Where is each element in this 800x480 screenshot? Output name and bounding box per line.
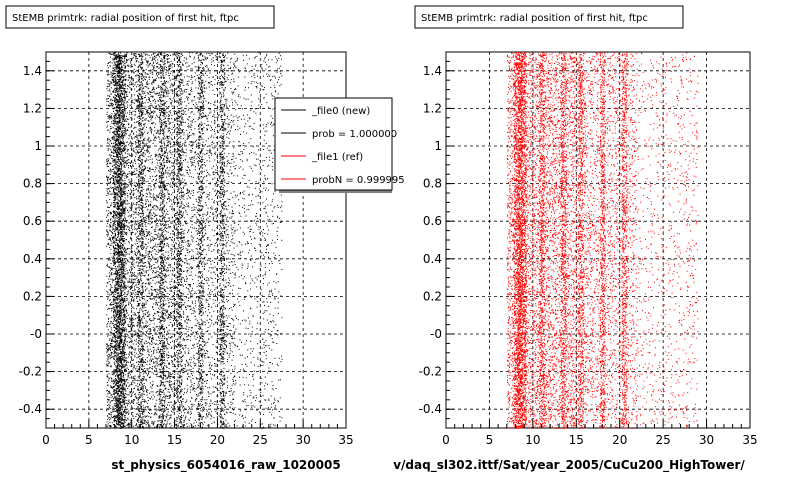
x-axis-label: v/daq_sl302.ittf/Sat/year_2005/CuCu200_H…	[393, 458, 745, 473]
chart-title: StEMB primtrk: radial position of first …	[421, 13, 648, 24]
x-tick-label: 25	[253, 433, 268, 447]
chart-title: StEMB primtrk: radial position of first …	[12, 13, 239, 24]
y-tick-label: 1.4	[23, 64, 42, 78]
x-tick-label: 25	[656, 433, 671, 447]
axes: 0 5 10 15 20 25 30 35 -0.4 -0.2 -0 0.2 0.4 0.6 0.8 1 1.2…	[19, 51, 354, 447]
x-tick-label: 35	[742, 433, 757, 447]
data-points	[106, 52, 283, 429]
x-tick-label: 5	[486, 433, 494, 447]
title-frame	[5, 5, 275, 29]
legend-entry: prob = 1.000000	[312, 129, 397, 140]
chart-title-box: StEMB primtrk: radial position of first …	[5, 5, 275, 29]
y-tick-label: -0	[30, 327, 42, 341]
legend-entry: probN = 0.999995	[312, 175, 405, 186]
y-tick-label: -0.4	[19, 402, 42, 416]
x-tick-label: 10	[124, 433, 139, 447]
x-tick-label: 15	[569, 433, 584, 447]
y-tick-label: 0.4	[423, 252, 442, 266]
y-tick-label: -0.2	[19, 365, 42, 379]
axes: 0 5 10 15 20 25 30 35 -0.4 -0.2 -0 0.2 0.4 0.6 0.8 1 1.2…	[419, 51, 758, 447]
y-tick-label: 0.8	[423, 177, 442, 191]
y-tick-label: -0	[430, 327, 442, 341]
data-points	[506, 52, 699, 429]
x-axis-label: st_physics_6054016_raw_1020005	[111, 458, 340, 473]
x-tick-label: 0	[42, 433, 50, 447]
y-tick-label: 1	[34, 139, 42, 153]
y-tick-label: 1.2	[423, 101, 442, 115]
y-tick-label: 1.2	[23, 101, 42, 115]
x-tick-label: 15	[167, 433, 182, 447]
legend-entry: _file0 (new)	[311, 106, 370, 117]
y-tick-label: 0.6	[23, 214, 42, 228]
legend: _file0 (new) prob = 1.000000 _file1 (ref) p…	[274, 97, 405, 193]
legend-box	[274, 97, 393, 191]
x-tick-label: 5	[85, 433, 93, 447]
title-frame	[414, 5, 684, 29]
x-tick-label: 0	[442, 433, 450, 447]
y-tick-label: 0.4	[23, 252, 42, 266]
chart-panel-2: StEMB primtrk: radial position of first …	[393, 5, 758, 473]
y-tick-label: 0.2	[23, 289, 42, 303]
x-tick-label: 20	[612, 433, 627, 447]
chart-panel-1: StEMB primtrk: radial position of first …	[5, 5, 405, 473]
y-tick-label: 1.4	[423, 64, 442, 78]
plot-area	[445, 51, 751, 429]
point-cloud	[106, 52, 283, 429]
y-tick-label: -0.2	[419, 365, 442, 379]
grid	[446, 52, 750, 428]
x-tick-label: 30	[296, 433, 311, 447]
y-tick-label: 1	[434, 139, 442, 153]
point-cloud	[506, 52, 699, 429]
x-tick-label: 35	[338, 433, 353, 447]
x-tick-label: 20	[210, 433, 225, 447]
chart-title-box: StEMB primtrk: radial position of first …	[414, 5, 684, 29]
y-tick-label: 0.6	[423, 214, 442, 228]
y-tick-label: 0.8	[23, 177, 42, 191]
x-tick-label: 30	[699, 433, 714, 447]
x-tick-label: 10	[525, 433, 540, 447]
y-tick-label: 0.2	[423, 289, 442, 303]
y-tick-label: -0.4	[419, 402, 442, 416]
legend-entry: _file1 (ref)	[311, 152, 363, 163]
